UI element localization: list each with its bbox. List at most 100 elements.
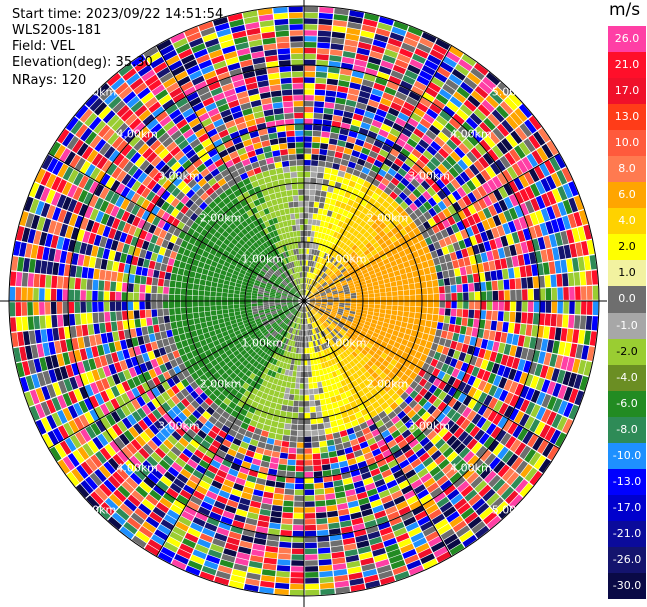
radar-gate-cell [45, 315, 52, 329]
radar-gate-cell [146, 276, 153, 285]
radar-gate-cell [437, 211, 447, 221]
radar-gate-cell [578, 210, 589, 226]
radar-gate-cell [376, 275, 384, 281]
radar-gate-cell [204, 301, 210, 307]
radar-gate-cell [68, 277, 76, 289]
radar-gate-cell [545, 301, 552, 313]
radar-gate-cell [319, 290, 325, 294]
radar-gate-cell [563, 386, 573, 402]
radar-gate-cell [133, 310, 140, 319]
radar-gate-cell [462, 283, 469, 292]
radar-gate-cell [363, 161, 373, 170]
radar-gate-cell [392, 122, 404, 132]
radar-gate-cell [176, 320, 183, 328]
radar-gate-cell [304, 524, 317, 531]
radar-gate-cell [455, 175, 466, 186]
radar-gate-cell [462, 534, 478, 548]
radar-gate-cell [360, 85, 373, 94]
radar-gate-cell [335, 394, 342, 402]
radar-gate-cell [22, 257, 30, 273]
radar-gate-cell [384, 282, 391, 288]
radar-gate-cell [341, 282, 348, 287]
radar-gate-cell [404, 225, 413, 234]
radar-gate-cell [403, 143, 414, 153]
radar-gate-cell [528, 226, 537, 239]
radar-gate-cell [390, 358, 398, 367]
radar-gate-cell [335, 253, 341, 260]
radar-gate-cell [318, 559, 332, 566]
radar-gate-cell [537, 351, 546, 364]
radar-gate-cell [141, 326, 149, 336]
radar-gate-cell [338, 134, 348, 142]
radar-gate-cell [395, 320, 402, 327]
radar-gate-cell [508, 322, 515, 334]
radar-gate-cell [420, 313, 427, 320]
radar-gate-cell [520, 241, 529, 254]
radar-gate-cell [397, 331, 405, 339]
radar-gate-cell [329, 272, 335, 278]
radar-gate-cell [432, 314, 439, 322]
radar-gate-cell [327, 303, 333, 306]
radar-gate-cell [304, 230, 308, 237]
radar-gate-cell [326, 367, 332, 374]
radar-gate-cell [313, 249, 318, 256]
radar-gate-cell [387, 388, 396, 397]
radar-gate-cell [404, 295, 410, 301]
radar-gate-cell [365, 67, 378, 77]
radar-gate-cell [408, 192, 418, 202]
radar-gate-cell [358, 212, 366, 220]
radar-gate-cell [147, 325, 154, 334]
radar-gate-cell [586, 301, 593, 315]
radar-gate-cell [331, 258, 337, 265]
radar-gate-cell [305, 260, 309, 266]
radar-gate-cell [476, 368, 486, 380]
radar-gate-cell [387, 167, 397, 177]
radar-gate-cell [57, 314, 64, 327]
radar-gate-cell [92, 279, 99, 291]
radar-gate-cell [56, 302, 63, 314]
radar-gate-cell [332, 252, 339, 258]
radar-gate-cell [323, 343, 328, 349]
radar-gate-cell [299, 342, 302, 348]
radar-gate-cell [422, 347, 431, 356]
radar-gate-cell [251, 301, 257, 304]
radar-gate-cell [362, 215, 371, 223]
radar-gate-cell [351, 274, 358, 280]
radar-gate-cell [467, 318, 474, 327]
radar-gate-cell [297, 436, 304, 443]
radar-gate-cell [170, 321, 178, 330]
radar-gate-cell [300, 365, 304, 372]
radar-gate-cell [307, 292, 312, 297]
radar-gate-cell [550, 313, 557, 327]
radar-gate-cell [444, 355, 453, 365]
radar-gate-cell [313, 465, 322, 472]
radar-gate-cell [291, 424, 298, 431]
radar-gate-cell [307, 278, 310, 284]
radar-gate-cell [349, 310, 356, 315]
radar-gate-cell [344, 217, 351, 225]
radar-gate-cell [164, 272, 172, 280]
radar-gate-cell [472, 377, 482, 389]
radar-gate-cell [426, 313, 433, 321]
radar-gate-cell [365, 279, 372, 284]
radar-gate-cell [368, 56, 382, 66]
radar-gate-cell [448, 324, 455, 333]
radar-gate-cell [306, 248, 310, 255]
radar-gate-cell [328, 372, 334, 379]
radar-gate-cell [426, 280, 433, 288]
radar-gate-cell [383, 118, 395, 128]
radar-gate-cell [518, 104, 533, 119]
radar-gate-cell [223, 313, 229, 319]
radar-gate-cell [563, 402, 574, 418]
radar-gate-cell [281, 518, 293, 525]
radar-gate-cell [315, 184, 322, 191]
radar-gate-cell [492, 249, 500, 260]
radar-gate-cell [488, 456, 501, 470]
radar-gate-cell [392, 330, 399, 337]
radar-gate-cell [322, 273, 328, 279]
radar-gate-cell [452, 201, 462, 212]
radar-gate-cell [519, 399, 530, 413]
radar-gate-cell [283, 500, 294, 507]
radar-gate-cell [339, 128, 349, 136]
radar-gate-cell [370, 322, 377, 328]
